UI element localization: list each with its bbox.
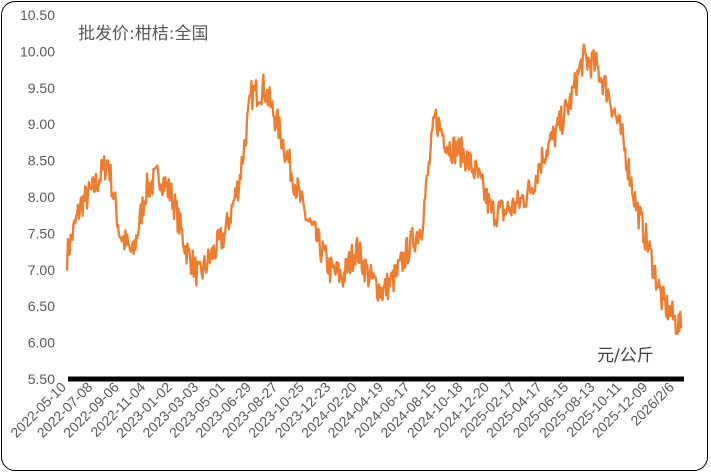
y-tick-label: 7.00 bbox=[28, 262, 55, 278]
y-tick-label: 8.50 bbox=[28, 153, 55, 169]
x-axis: 2022-05-102022-07-082022-09-062022-11-04… bbox=[7, 379, 677, 441]
y-tick-label: 7.50 bbox=[28, 225, 55, 241]
unit-label: 元/公斤 bbox=[597, 346, 654, 366]
series-line bbox=[65, 43, 683, 336]
y-tick-label: 6.00 bbox=[28, 335, 55, 351]
y-tick-label: 10.50 bbox=[20, 7, 55, 23]
plot-area bbox=[65, 43, 683, 336]
y-tick-label: 8.00 bbox=[28, 189, 55, 205]
chart-title: 批发价:柑桔:全国 bbox=[78, 24, 208, 44]
y-tick-label: 9.50 bbox=[28, 80, 55, 96]
y-tick-label: 5.50 bbox=[28, 371, 55, 387]
y-tick-label: 6.50 bbox=[28, 298, 55, 314]
y-axis: 10.50 10.00 9.50 9.00 8.50 8.00 7.50 7.00 6.50 6.… bbox=[20, 7, 55, 387]
y-tick-label: 10.00 bbox=[20, 43, 55, 59]
y-tick-label: 9.00 bbox=[28, 116, 55, 132]
